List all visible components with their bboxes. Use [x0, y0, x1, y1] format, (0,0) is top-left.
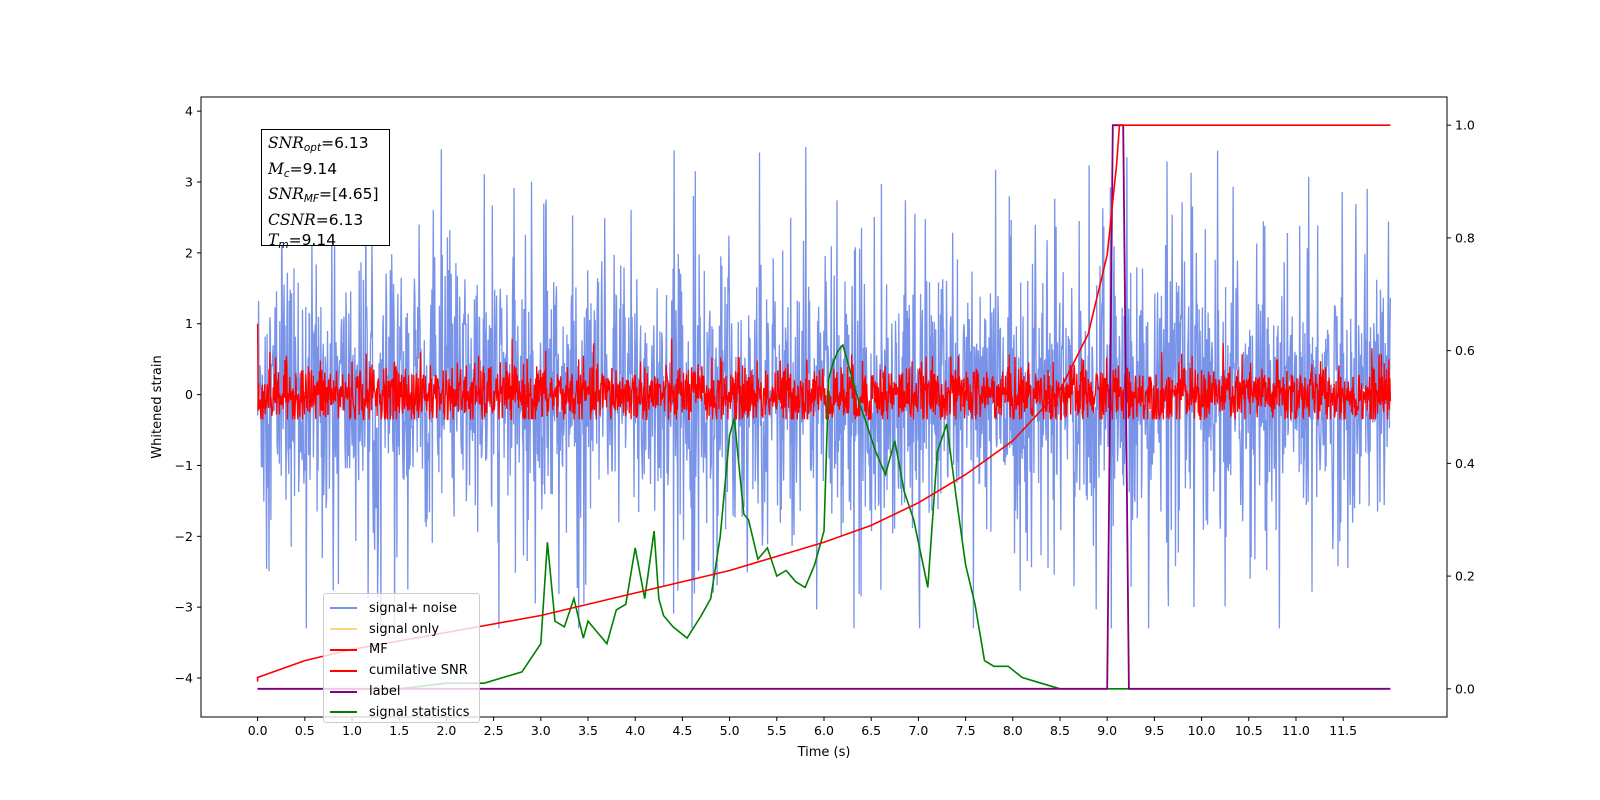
y2-tick-label: 0.6 — [1455, 343, 1475, 358]
legend-item: signal+ noise — [330, 598, 479, 619]
x-tick-label: 3.5 — [578, 723, 598, 738]
x-tick-label: 6.0 — [814, 723, 834, 738]
y-tick-label: 3 — [185, 175, 193, 190]
x-tick-label: 0.0 — [248, 723, 268, 738]
y2-tick-label: 0.8 — [1455, 230, 1475, 245]
legend-label: signal only — [369, 621, 440, 637]
x-tick-label: 4.0 — [625, 723, 645, 738]
legend-swatch — [330, 669, 357, 672]
chart-legend: signal+ noise signal only MF cumilative … — [323, 593, 480, 723]
info-mc: Mc=9.14 — [268, 159, 383, 185]
info-tm-symbol: T — [268, 231, 279, 249]
y-tick-label: −1 — [175, 458, 193, 473]
x-tick-label: 3.0 — [531, 723, 551, 738]
y-tick-label: 4 — [185, 104, 193, 119]
y2-axis-ticks: 1.0 0.8 0.6 0.4 0.2 0.0 — [1447, 118, 1475, 696]
legend-label: signal statistics — [369, 704, 470, 720]
x-tick-label: 9.0 — [1097, 723, 1117, 738]
snr-info-box: SNRopt=6.13 Mc=9.14 SNRMF=[4.65] CSNR=6.… — [261, 129, 390, 251]
x-tick-label: 2.5 — [484, 723, 504, 738]
legend-label: cumilative SNR — [369, 663, 468, 679]
y-tick-label: −2 — [175, 529, 193, 544]
x-tick-label: 0.5 — [295, 723, 315, 738]
x-tick-label: 8.5 — [1050, 723, 1070, 738]
x-tick-label: 11.5 — [1329, 723, 1357, 738]
info-snr-mf: SNRMF=[4.65] — [268, 184, 383, 210]
y-axis-ticks: 4 3 2 1 0 −1 −2 −3 −4 — [175, 104, 201, 686]
legend-item: cumilative SNR — [330, 660, 479, 681]
legend-item: signal statistics — [330, 702, 479, 723]
y-axis-label: Whitened strain — [150, 355, 165, 458]
y-tick-label: −3 — [175, 600, 193, 615]
y2-tick-label: 1.0 — [1455, 118, 1475, 133]
x-tick-label: 9.5 — [1144, 723, 1164, 738]
x-tick-label: 6.5 — [861, 723, 881, 738]
x-axis-label: Time (s) — [797, 745, 851, 760]
legend-label: label — [369, 684, 401, 700]
info-mc-symbol: M — [268, 159, 284, 178]
legend-swatch — [330, 711, 357, 714]
x-tick-label: 7.0 — [908, 723, 928, 738]
y2-tick-label: 0.2 — [1455, 569, 1475, 584]
y-tick-label: 2 — [185, 245, 193, 260]
y2-tick-label: 0.0 — [1455, 681, 1475, 696]
info-snr-opt-subscript: opt — [303, 142, 322, 154]
info-csnr-symbol: CSNR — [268, 210, 316, 229]
x-axis-ticks: 0.0 0.5 1.0 1.5 2.0 2.5 3.0 3.5 4.0 4.5 5.0 5.5 6.0 6… — [248, 717, 1357, 738]
info-snr-mf-symbol: SNR — [268, 185, 304, 203]
legend-swatch — [330, 628, 357, 631]
info-snr-mf-subscript: MF — [303, 193, 319, 205]
y-tick-label: 0 — [185, 387, 193, 402]
info-csnr-value: =6.13 — [315, 210, 364, 229]
info-mc-subscript: c — [283, 167, 290, 180]
legend-item: MF — [330, 640, 479, 661]
x-tick-label: 1.5 — [389, 723, 409, 738]
series-mf — [256, 323, 1392, 421]
y-tick-label: 1 — [185, 316, 193, 331]
legend-label: signal+ noise — [369, 600, 458, 616]
legend-item: signal only — [330, 619, 479, 640]
x-tick-label: 10.5 — [1235, 723, 1263, 738]
x-tick-label: 8.0 — [1003, 723, 1023, 738]
legend-item: label — [330, 681, 479, 702]
info-csnr: CSNR=6.13 — [268, 210, 383, 231]
x-tick-label: 5.5 — [767, 723, 787, 738]
y2-tick-label: 0.4 — [1455, 456, 1475, 471]
legend-swatch — [330, 648, 357, 651]
info-snr-symbol: SNR — [268, 134, 304, 152]
x-tick-label: 5.0 — [720, 723, 740, 738]
info-snr-opt-value: =6.13 — [321, 134, 369, 152]
info-tm: Tm=9.14 — [268, 230, 383, 256]
x-tick-label: 11.0 — [1282, 723, 1310, 738]
legend-swatch — [330, 690, 357, 693]
series-label — [257, 124, 1391, 690]
y-tick-label: −4 — [175, 671, 193, 686]
x-tick-label: 4.5 — [672, 723, 692, 738]
series-signal-statistics — [257, 343, 1386, 690]
x-tick-label: 2.0 — [436, 723, 456, 738]
x-tick-label: 10.0 — [1188, 723, 1216, 738]
info-snr-mf-value: =[4.65] — [318, 185, 379, 203]
info-tm-value: =9.14 — [288, 231, 337, 249]
info-snr-opt: SNRopt=6.13 — [268, 133, 383, 159]
x-tick-label: 7.5 — [956, 723, 976, 738]
legend-label: MF — [369, 642, 388, 658]
info-mc-value: =9.14 — [289, 159, 338, 178]
legend-swatch — [330, 607, 357, 610]
x-tick-label: 1.0 — [342, 723, 362, 738]
info-tm-subscript: m — [278, 239, 289, 251]
